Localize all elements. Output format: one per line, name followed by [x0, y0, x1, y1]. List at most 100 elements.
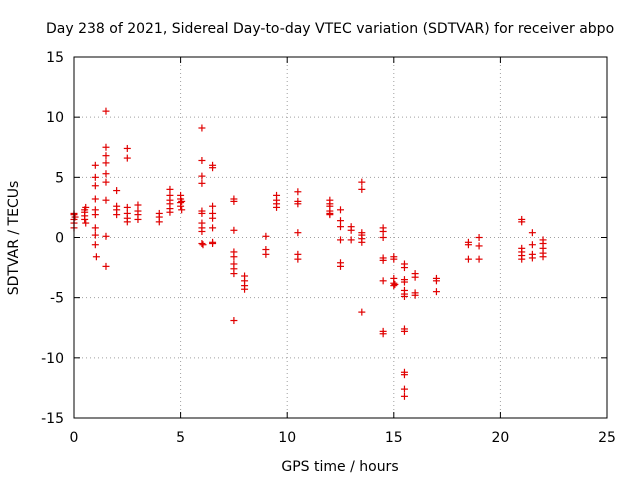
data-point	[178, 206, 186, 214]
data-point	[432, 277, 440, 285]
data-point	[528, 254, 536, 262]
data-point	[400, 385, 408, 393]
data-point	[81, 208, 89, 216]
data-point	[475, 242, 483, 250]
data-point	[102, 159, 110, 167]
data-point	[209, 240, 217, 248]
data-point	[326, 211, 334, 219]
data-point	[81, 215, 89, 223]
y-axis-title: SDTVAR / TECUs	[6, 181, 22, 296]
data-point	[400, 392, 408, 400]
data-point	[102, 152, 110, 160]
data-point	[518, 255, 526, 263]
data-point	[400, 327, 408, 335]
data-point	[518, 218, 526, 226]
x-tick-label: 0	[70, 430, 79, 446]
data-point	[123, 203, 131, 211]
data-point	[91, 161, 99, 169]
data-point	[92, 253, 100, 261]
y-tick-label: 15	[46, 50, 64, 66]
data-point	[91, 241, 99, 249]
data-point	[358, 308, 366, 316]
data-point	[102, 178, 110, 186]
data-point	[102, 143, 110, 151]
data-point	[475, 255, 483, 263]
data-point	[113, 211, 121, 219]
data-points	[70, 107, 547, 400]
data-point	[91, 173, 99, 181]
data-point	[199, 241, 207, 249]
data-point	[337, 217, 344, 225]
data-point	[91, 182, 99, 190]
data-point	[209, 202, 217, 210]
data-point	[464, 241, 472, 249]
y-tick-label: -10	[41, 351, 64, 367]
data-point	[379, 256, 387, 264]
data-point	[390, 255, 398, 263]
data-point	[71, 213, 79, 221]
data-point	[123, 218, 131, 226]
data-point	[294, 188, 302, 196]
x-axis-title: GPS time / hours	[281, 459, 398, 475]
data-point	[102, 170, 110, 178]
chart-title: Day 238 of 2021, Sidereal Day-to-day VTE…	[46, 21, 614, 37]
data-point	[528, 241, 536, 249]
data-point	[475, 234, 483, 241]
data-point	[198, 227, 206, 235]
data-point	[209, 214, 217, 222]
x-tick-label: 10	[278, 430, 296, 446]
data-point	[102, 262, 110, 270]
data-point	[400, 278, 408, 286]
data-point	[391, 280, 399, 288]
data-point	[241, 285, 249, 293]
data-point	[262, 250, 270, 258]
data-point	[230, 226, 238, 234]
data-point	[337, 262, 344, 270]
data-point	[464, 255, 472, 263]
data-point	[198, 240, 206, 248]
data-point	[166, 185, 174, 193]
grid	[74, 57, 607, 418]
data-point	[155, 218, 163, 226]
data-point	[91, 231, 99, 239]
data-point	[347, 226, 355, 234]
y-tick-label: -15	[41, 411, 64, 427]
data-point	[390, 282, 398, 290]
data-point	[198, 172, 206, 180]
data-point	[294, 200, 302, 208]
data-point	[379, 227, 387, 235]
y-tick-label: 10	[46, 110, 64, 126]
data-point	[432, 288, 440, 296]
data-point	[177, 202, 185, 210]
data-point	[400, 292, 408, 300]
y-tick-label: 5	[55, 170, 64, 186]
data-point	[273, 203, 281, 211]
data-point	[400, 264, 408, 272]
x-tick-label: 20	[491, 430, 509, 446]
data-point	[358, 178, 366, 186]
data-point	[102, 232, 110, 240]
data-point	[113, 187, 121, 195]
data-point	[411, 273, 419, 281]
data-point	[230, 197, 238, 205]
data-point	[358, 238, 366, 246]
data-point	[379, 330, 387, 338]
data-point	[528, 229, 536, 237]
data-point	[91, 211, 99, 219]
data-point	[262, 232, 270, 240]
data-point	[198, 179, 206, 187]
data-point	[230, 253, 238, 261]
data-point	[337, 223, 344, 231]
data-point	[209, 224, 217, 232]
data-point	[411, 291, 419, 299]
axis-ticks	[73, 56, 608, 419]
data-point	[134, 215, 142, 223]
data-point	[198, 156, 206, 164]
x-tick-label: 25	[598, 430, 616, 446]
y-tick-label: -5	[50, 291, 64, 307]
data-point	[82, 219, 90, 227]
data-point	[198, 124, 206, 132]
data-point	[347, 236, 355, 244]
data-point	[166, 208, 174, 216]
